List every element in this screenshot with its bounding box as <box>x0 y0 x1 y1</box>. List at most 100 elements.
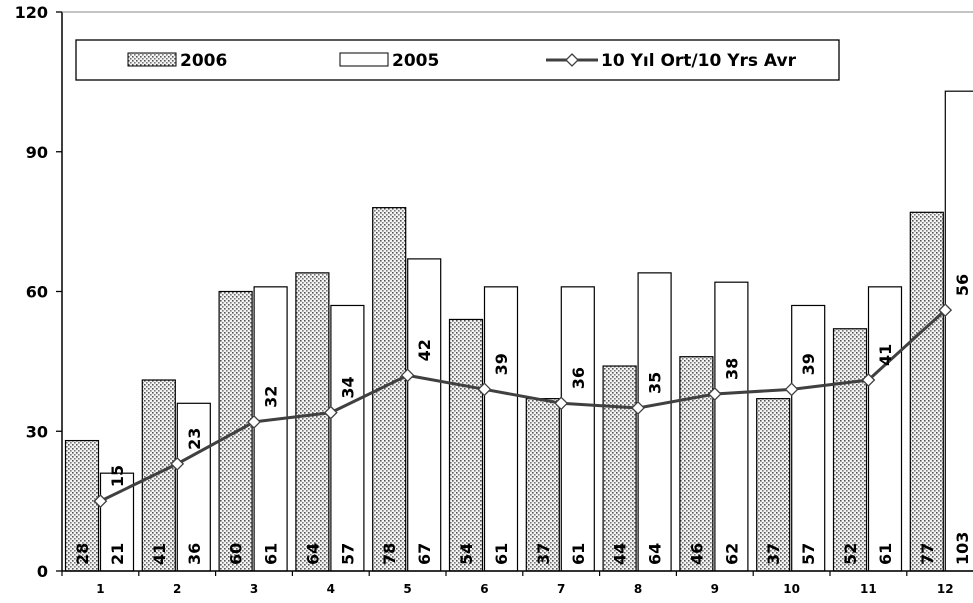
bar-2006 <box>141 379 176 572</box>
bar-2005 <box>253 286 288 572</box>
legend-diamond-marker <box>565 53 579 67</box>
x-tick-label: 6 <box>480 582 488 596</box>
bar-2006-value-label: 37 <box>534 543 553 565</box>
bar-2006 <box>602 365 637 572</box>
y-tick-label: 120 <box>15 3 48 22</box>
average-marker <box>784 382 799 397</box>
average-marker <box>631 401 645 415</box>
bar-2005-value-label: 61 <box>569 543 588 565</box>
average-marker <box>170 456 185 471</box>
average-line <box>99 309 947 503</box>
bar-2005-value-label: 21 <box>108 543 127 565</box>
average-value-label: 56 <box>953 274 972 296</box>
legend-swatch-2005 <box>339 52 389 67</box>
bar-2006-value-label: 44 <box>611 543 630 565</box>
bar-2006 <box>448 318 484 572</box>
bar-2006 <box>525 398 560 572</box>
average-line-layer <box>93 303 953 509</box>
legend: 2006 2005 10 Yıl Ort/10 Yrs Avr <box>75 39 840 81</box>
legend-label-2006: 2006 <box>180 51 227 71</box>
bar-2006 <box>832 328 868 572</box>
average-value-label: 34 <box>338 376 357 398</box>
bar-2005-value-label: 61 <box>876 543 895 565</box>
bar-2005-value-label: 57 <box>338 543 357 565</box>
bar-2006 <box>909 211 944 572</box>
average-value-label: 39 <box>799 353 818 375</box>
bar-2006-value-label: 60 <box>227 543 246 565</box>
x-tick-label: 5 <box>403 582 411 596</box>
bar-2006-value-label: 78 <box>380 543 399 565</box>
bar-2006-value-label: 77 <box>918 543 937 565</box>
bar-2005 <box>99 472 135 572</box>
bar-2005 <box>483 286 519 572</box>
bar-2005-value-label: 61 <box>492 543 511 565</box>
average-value-label: 35 <box>646 372 665 394</box>
average-marker <box>323 405 338 420</box>
bar-2005-value-label: 57 <box>799 543 818 565</box>
x-tick-label: 11 <box>860 582 877 596</box>
bar-2006-value-label: 52 <box>841 543 860 565</box>
x-tick-label: 7 <box>557 582 565 596</box>
bar-2006 <box>64 439 100 572</box>
average-marker <box>707 387 722 401</box>
bar-2006-value-label: 37 <box>764 543 783 565</box>
y-tick-label: 0 <box>37 562 48 581</box>
bar-2005 <box>407 258 442 572</box>
average-marker <box>554 396 569 411</box>
x-tick-label: 1 <box>96 582 104 596</box>
x-tick-label: 4 <box>327 582 335 596</box>
legend-label-2005: 2005 <box>392 51 439 71</box>
legend-swatch-2006 <box>127 52 177 67</box>
average-marker <box>93 494 108 509</box>
average-value-label: 38 <box>722 358 741 380</box>
x-tick-label: 9 <box>711 582 719 596</box>
y-tick-label: 30 <box>26 422 48 441</box>
average-value-label: 39 <box>492 353 511 375</box>
y-tick-label: 60 <box>26 283 48 302</box>
bar-2006-value-label: 41 <box>150 543 169 565</box>
bar-2005 <box>637 272 672 572</box>
bar-2005 <box>867 286 903 572</box>
y-tick-label: 90 <box>26 143 48 162</box>
legend-box <box>75 39 840 81</box>
average-value-label: 36 <box>569 367 588 389</box>
bar-2005 <box>176 402 211 572</box>
bar-2006 <box>295 272 330 572</box>
average-value-label: 23 <box>185 428 204 450</box>
bar-2006-value-label: 28 <box>73 543 92 565</box>
average-value-label: 15 <box>108 465 127 487</box>
bar-2005-value-label: 103 <box>953 532 972 565</box>
average-marker <box>477 382 492 397</box>
bar-2006-value-label: 46 <box>687 543 706 565</box>
average-marker <box>400 368 415 383</box>
bar-2005-value-label: 62 <box>722 543 741 565</box>
x-tick-label: 10 <box>783 582 800 596</box>
x-tick-label: 8 <box>634 582 642 596</box>
x-tick-label: 2 <box>173 582 181 596</box>
bar-2006 <box>679 356 714 572</box>
bar-2006-value-label: 54 <box>457 543 476 565</box>
bar-2006-value-label: 64 <box>303 543 322 565</box>
bar-2005-value-label: 64 <box>646 543 665 565</box>
legend-label-average: 10 Yıl Ort/10 Yrs Avr <box>601 51 797 71</box>
x-tick-label: 12 <box>937 582 954 596</box>
average-marker <box>247 415 261 429</box>
bar-2005 <box>560 286 595 572</box>
bar-2005 <box>944 90 973 572</box>
bars-layer <box>64 90 973 572</box>
bar-2005 <box>330 304 365 572</box>
average-value-label: 42 <box>415 339 434 361</box>
average-value-label: 41 <box>876 344 895 366</box>
average-marker <box>938 303 953 318</box>
average-marker <box>861 373 876 387</box>
bar-2005 <box>791 304 826 572</box>
bar-2005-value-label: 36 <box>185 543 204 565</box>
x-tick-label: 3 <box>250 582 258 596</box>
bar-2005-value-label: 61 <box>262 543 281 565</box>
average-value-label: 32 <box>262 386 281 408</box>
data-labels-layer: 28 21 41 36 60 61 64 57 78 67 54 61 37 61 44 64 46 62 37 57… <box>73 274 972 565</box>
bar-2005-value-label: 67 <box>415 543 434 565</box>
bar-2005 <box>714 281 749 572</box>
